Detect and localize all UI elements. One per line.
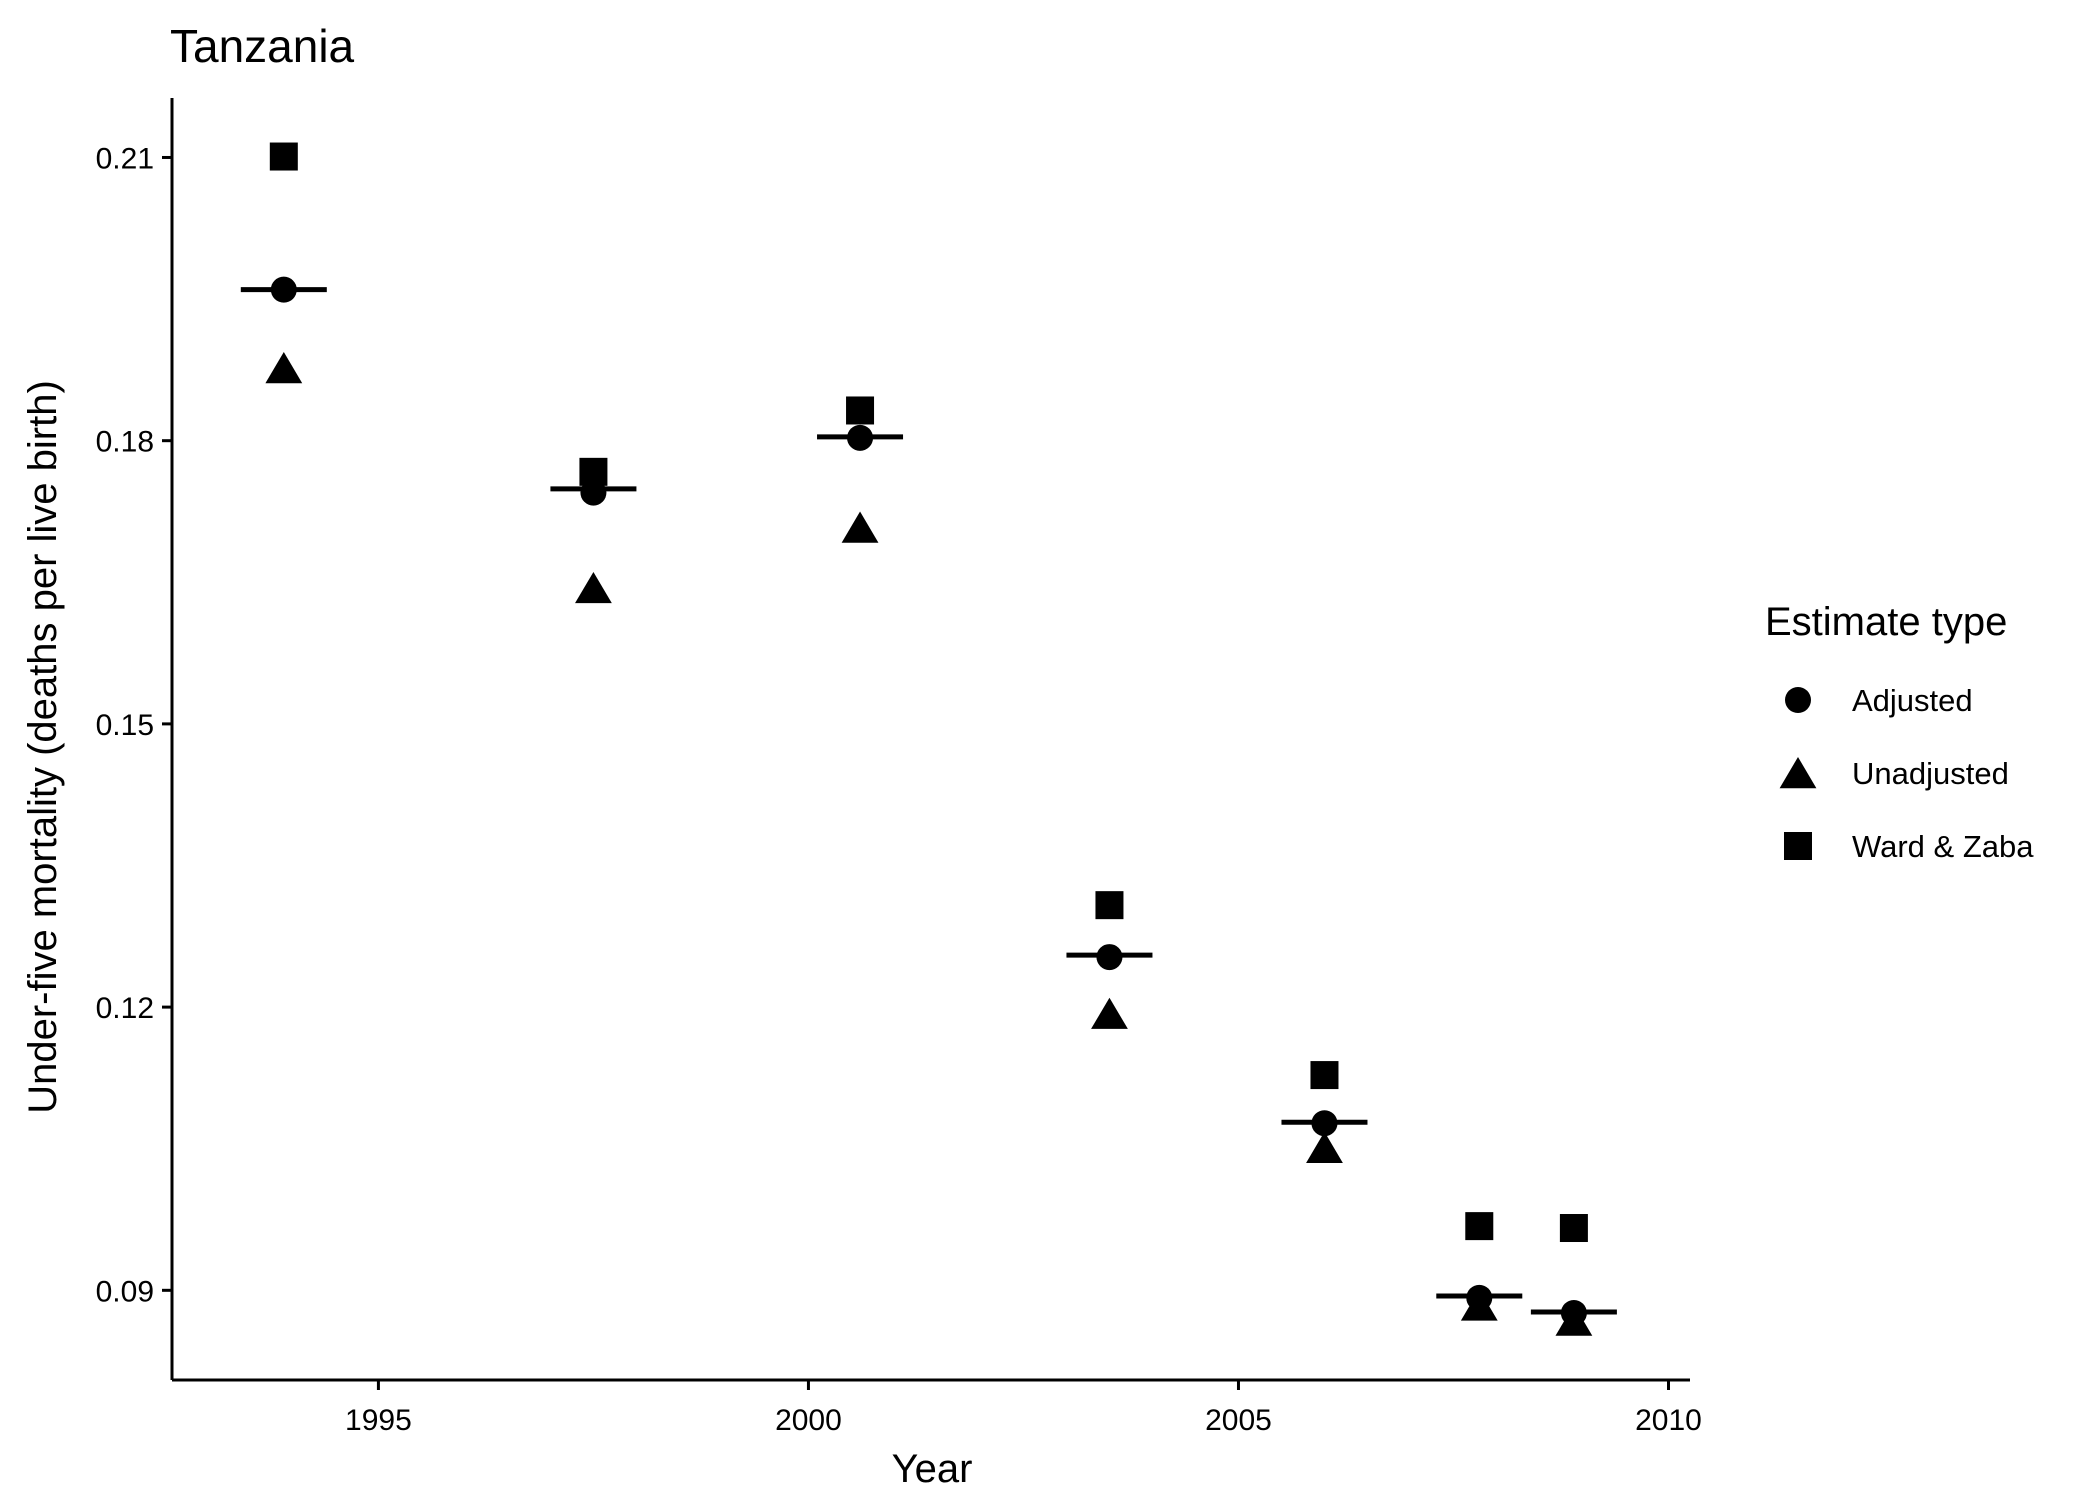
data-point-ward-zaba <box>1559 1214 1588 1243</box>
y-tick-label: 0.21 <box>96 142 154 175</box>
data-point-ward-zaba <box>1095 891 1124 920</box>
data-point-ward-zaba <box>1310 1061 1339 1090</box>
data-point-unadjusted <box>1555 1304 1593 1336</box>
data-point-adjusted <box>847 424 874 451</box>
data-point-ward-zaba <box>1465 1212 1494 1241</box>
legend-marker-unadjusted <box>1779 757 1817 789</box>
data-point-ward-zaba <box>579 457 608 486</box>
data-point-adjusted <box>270 276 297 303</box>
y-tick-label: 0.18 <box>96 426 154 459</box>
x-axis-title: Year <box>892 1447 973 1491</box>
data-point-unadjusted <box>1460 1289 1498 1321</box>
x-tick-label: 2010 <box>1635 1404 1702 1437</box>
x-axis-ticks: 1995 2000 2005 2010 <box>345 1380 1702 1437</box>
legend-marker-ward-zaba <box>1784 832 1812 860</box>
data-point-adjusted <box>580 479 607 506</box>
data-point-adjusted <box>1311 1110 1338 1137</box>
x-tick-label: 1995 <box>345 1404 412 1437</box>
data-point-unadjusted <box>1306 1131 1343 1163</box>
legend-title: Estimate type <box>1765 600 2007 644</box>
axes <box>170 98 1690 1382</box>
legend-label-unadjusted: Unadjusted <box>1852 756 2009 791</box>
data-point-unadjusted <box>575 571 612 604</box>
data-point-adjusted <box>1096 944 1123 971</box>
data-point-unadjusted <box>265 351 303 384</box>
x-tick-label: 2005 <box>1205 1404 1272 1437</box>
legend-marker-adjusted <box>1785 687 1811 713</box>
y-tick-label: 0.12 <box>96 992 154 1025</box>
legend-label-ward-zaba: Ward & Zaba <box>1852 829 2034 864</box>
y-axis-title: Under-five mortality (deaths per live bi… <box>21 380 65 1114</box>
data-points <box>265 142 1593 1336</box>
legend: Estimate type Adjusted Unadjusted Ward & Z… <box>1765 600 2034 864</box>
y-axis-ticks: 0.09 0.12 0.15 0.18 0.21 <box>96 142 172 1308</box>
legend-label-adjusted: Adjusted <box>1852 683 1973 718</box>
reference-segments <box>240 287 1617 1315</box>
data-point-unadjusted <box>841 511 879 543</box>
data-point-ward-zaba <box>269 142 298 171</box>
y-tick-label: 0.09 <box>96 1275 154 1308</box>
x-tick-label: 2000 <box>775 1404 842 1437</box>
chart-title: Tanzania <box>170 20 355 72</box>
data-point-unadjusted <box>1091 997 1128 1029</box>
y-tick-label: 0.15 <box>96 709 154 742</box>
data-point-ward-zaba <box>846 396 875 425</box>
